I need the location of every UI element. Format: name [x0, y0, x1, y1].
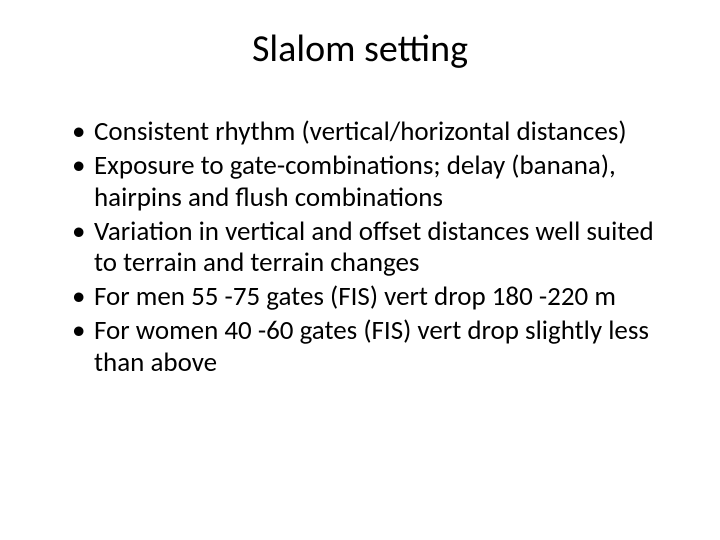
list-item: Exposure to gate-combinations; delay (ba… [72, 150, 672, 214]
slide: Slalom setting Consistent rhythm (vertic… [0, 0, 720, 540]
list-item: Consistent rhythm (vertical/horizontal d… [72, 116, 672, 148]
list-item: Variation in vertical and offset distanc… [72, 216, 672, 280]
slide-title: Slalom setting [48, 26, 672, 72]
list-item: For women 40 -60 gates (FIS) vert drop s… [72, 315, 672, 379]
list-item: For men 55 -75 gates (FIS) vert drop 180… [72, 281, 672, 313]
bullet-list: Consistent rhythm (vertical/horizontal d… [48, 116, 672, 379]
